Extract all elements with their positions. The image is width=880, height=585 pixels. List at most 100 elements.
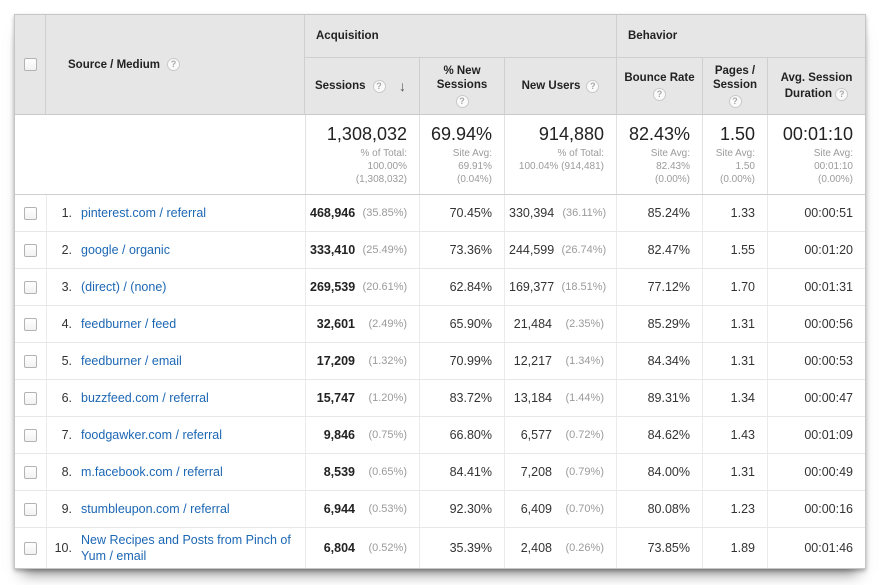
sessions-cell: 9,846 (0.75%) (305, 417, 419, 453)
help-icon[interactable]: ? (653, 88, 666, 101)
select-all-checkbox[interactable] (23, 58, 37, 71)
row-checkbox[interactable] (24, 502, 37, 516)
row-checkbox[interactable] (24, 465, 37, 479)
avg-session-duration-cell: 00:01:09 (767, 417, 865, 453)
select-all-cell (15, 15, 46, 114)
help-icon[interactable]: ? (455, 95, 469, 108)
pages-session-header[interactable]: Pages / Session ? (702, 58, 767, 114)
row-checkbox[interactable] (24, 317, 37, 331)
group-behavior: Behavior (616, 15, 865, 58)
source-cell: 5. feedburner / email (46, 343, 305, 379)
avg-session-duration-cell: 00:00:56 (767, 306, 865, 342)
source-medium-link[interactable]: buzzfeed.com / referral (81, 391, 209, 405)
pct-new-sessions-cell: 70.45% (419, 195, 504, 231)
help-icon[interactable]: ? (728, 95, 742, 108)
pct-new-sessions-cell: 66.80% (419, 417, 504, 453)
totals-new-users: 914,880 % of Total: 100.04% (914,481) (504, 115, 616, 194)
new-users-cell: 12,217 (1.34%) (504, 343, 616, 379)
source-medium-link[interactable]: (direct) / (none) (81, 280, 167, 294)
totals-sessions: 1,308,032 % of Total: 100.00% (1,308,032) (305, 115, 419, 194)
pages-session-cell: 1.31 (702, 343, 767, 379)
table-row: 4. feedburner / feed 32,601 (2.49%) 65.90… (15, 306, 865, 343)
new-users-cell: 169,377 (18.51%) (504, 269, 616, 305)
sessions-header[interactable]: Sessions ? ↓ (305, 58, 419, 114)
totals-bounce-rate: 82.43% Site Avg: 82.43% (0.00%) (616, 115, 702, 194)
pct-new-sessions-cell: 65.90% (419, 306, 504, 342)
avg-session-duration-cell: 00:00:16 (767, 491, 865, 527)
row-rank: 8. (61, 465, 72, 479)
row-rank: 3. (61, 280, 72, 294)
pages-session-label: Pages / Session (712, 65, 758, 91)
bounce-rate-cell: 89.31% (616, 380, 702, 416)
row-checkbox[interactable] (24, 354, 37, 368)
new-users-cell: 244,599 (26.74%) (504, 232, 616, 268)
source-medium-link[interactable]: feedburner / feed (81, 317, 177, 331)
row-checkbox-cell (15, 528, 46, 568)
row-checkbox[interactable] (24, 243, 37, 257)
table-row: 8. m.facebook.com / referral 8,539 (0.65%… (15, 454, 865, 491)
row-rank: 6. (61, 391, 72, 405)
pct-new-sessions-label: % New Sessions (436, 65, 488, 91)
behavior-label: Behavior (628, 30, 678, 42)
row-checkbox[interactable] (24, 280, 37, 294)
source-medium-link[interactable]: stumbleupon.com / referral (81, 502, 230, 516)
new-users-header[interactable]: New Users ? (504, 58, 616, 114)
table-body: 1. pinterest.com / referral 468,946 (35.8… (15, 195, 865, 568)
totals-checkbox-cell (15, 115, 46, 194)
help-icon[interactable]: ? (835, 88, 849, 101)
help-icon[interactable]: ? (372, 79, 386, 93)
source-medium-link[interactable]: pinterest.com / referral (81, 206, 207, 220)
pages-session-cell: 1.23 (702, 491, 767, 527)
help-icon[interactable]: ? (167, 58, 181, 71)
source-medium-link[interactable]: google / organic (81, 243, 170, 257)
avg-session-duration-header[interactable]: Avg. Session Duration ? (767, 58, 865, 114)
bounce-rate-cell: 82.47% (616, 232, 702, 268)
bounce-rate-cell: 84.34% (616, 343, 702, 379)
metrics-header: Acquisition Behavior Sessions ? ↓ % New … (305, 15, 865, 114)
source-medium-link[interactable]: foodgawker.com / referral (81, 428, 223, 442)
source-medium-link[interactable]: New Recipes and Posts from Pinch of Yum … (81, 533, 291, 563)
table-row: 5. feedburner / email 17,209 (1.32%) 70.9… (15, 343, 865, 380)
sort-desc-icon[interactable]: ↓ (399, 78, 406, 94)
table-header: Source / Medium ? Acquisition Behavior S… (15, 15, 865, 115)
group-header-row: Acquisition Behavior (305, 15, 865, 58)
row-checkbox-cell (15, 491, 46, 527)
totals-pct-new-sessions: 69.94% Site Avg: 69.91% (0.04%) (419, 115, 504, 194)
row-checkbox[interactable] (24, 428, 37, 442)
source-cell: 4. feedburner / feed (46, 306, 305, 342)
new-users-cell: 21,484 (2.35%) (504, 306, 616, 342)
row-rank: 1. (61, 206, 72, 220)
bounce-rate-cell: 84.62% (616, 417, 702, 453)
source-cell: 1. pinterest.com / referral (46, 195, 305, 231)
sessions-cell: 17,209 (1.32%) (305, 343, 419, 379)
source-medium-header[interactable]: Source / Medium ? (46, 15, 305, 114)
pages-session-cell: 1.31 (702, 306, 767, 342)
avg-session-duration-cell: 00:01:46 (767, 528, 865, 568)
source-cell: 6. buzzfeed.com / referral (46, 380, 305, 416)
totals-source-cell (46, 115, 305, 194)
sessions-cell: 8,539 (0.65%) (305, 454, 419, 490)
table-row: 3. (direct) / (none) 269,539 (20.61%) 62.… (15, 269, 865, 306)
avg-session-duration-cell: 00:00:47 (767, 380, 865, 416)
bounce-rate-cell: 77.12% (616, 269, 702, 305)
bounce-rate-header[interactable]: Bounce Rate ? (616, 58, 702, 114)
pct-new-sessions-header[interactable]: % New Sessions ? (419, 58, 504, 114)
source-cell: 7. foodgawker.com / referral (46, 417, 305, 453)
totals-avg-session-duration: 00:01:10 Site Avg: 00:01:10 (0.00%) (767, 115, 865, 194)
row-rank: 7. (61, 428, 72, 442)
table-row: 9. stumbleupon.com / referral 6,944 (0.53… (15, 491, 865, 528)
source-medium-link[interactable]: m.facebook.com / referral (81, 465, 223, 479)
new-users-cell: 13,184 (1.44%) (504, 380, 616, 416)
bounce-rate-label: Bounce Rate (624, 72, 695, 84)
group-acquisition: Acquisition (305, 15, 616, 58)
row-checkbox[interactable] (24, 391, 37, 405)
sessions-label: Sessions (315, 80, 366, 92)
row-checkbox[interactable] (24, 541, 37, 555)
help-icon[interactable]: ? (586, 79, 600, 93)
row-checkbox[interactable] (24, 206, 37, 220)
totals-pages-session: 1.50 Site Avg: 1.50 (0.00%) (702, 115, 767, 194)
bounce-rate-cell: 80.08% (616, 491, 702, 527)
table-row: 1. pinterest.com / referral 468,946 (35.8… (15, 195, 865, 232)
pages-session-cell: 1.70 (702, 269, 767, 305)
source-medium-link[interactable]: feedburner / email (81, 354, 182, 368)
